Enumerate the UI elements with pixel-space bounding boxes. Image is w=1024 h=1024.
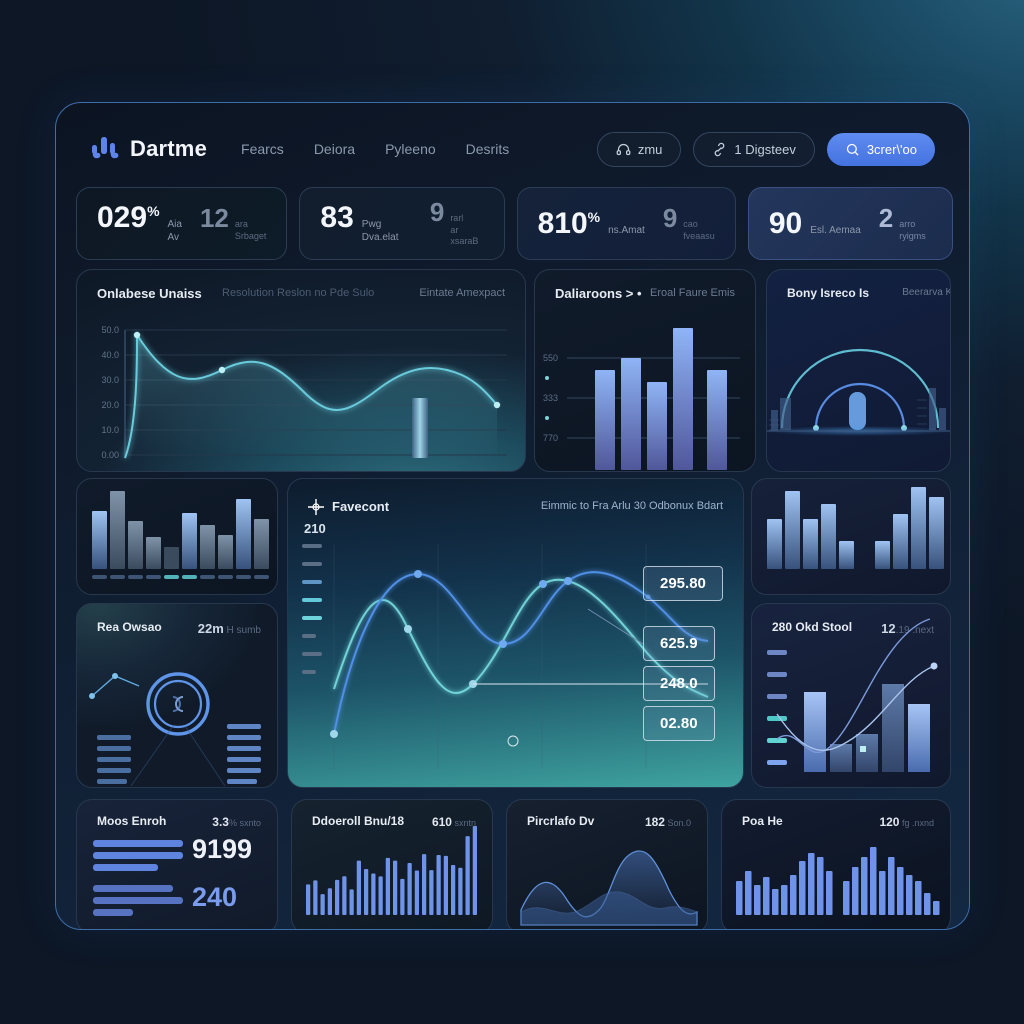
svg-text:40.0: 40.0 [101,350,119,360]
svg-text:240: 240 [192,882,237,912]
svg-text:770: 770 [543,433,558,443]
svg-text:550: 550 [543,353,558,363]
svg-text:30.0: 30.0 [101,375,119,385]
svg-text:0.00: 0.00 [101,450,119,460]
svg-text:333: 333 [543,393,558,403]
svg-text:10.0: 10.0 [101,425,119,435]
svg-text:50.0: 50.0 [101,325,119,335]
svg-text:20.0: 20.0 [101,400,119,410]
svg-text:9199: 9199 [192,838,252,864]
